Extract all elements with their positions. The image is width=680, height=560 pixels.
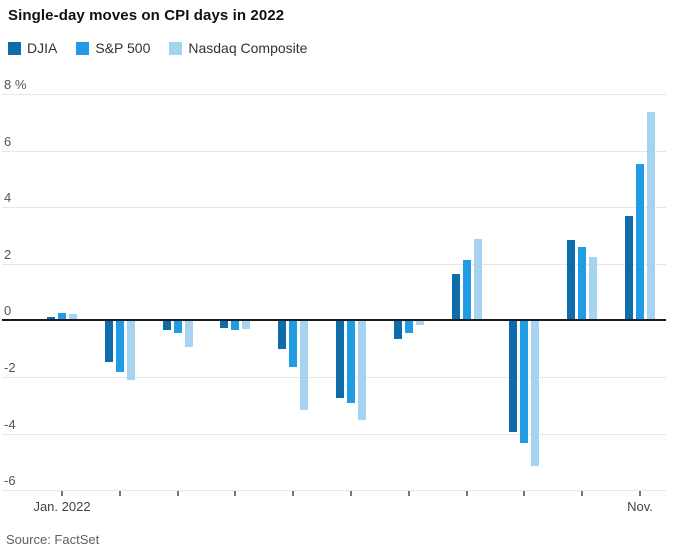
- x-tick-2: [176, 491, 179, 497]
- legend-swatch-icon: [76, 41, 90, 55]
- bar-nasdaqcomposite-0: [69, 313, 77, 321]
- bar-djia-10: [625, 215, 633, 321]
- bar-sp500-4: [289, 320, 298, 368]
- zero-axis-line: [2, 319, 666, 322]
- y-tick-label: -2: [4, 360, 16, 375]
- bar-nasdaqcomposite-3: [242, 320, 251, 329]
- bar-sp500-8: [520, 320, 529, 443]
- x-tick-7: [465, 491, 468, 497]
- legend-item-2: Nasdaq Composite: [169, 40, 307, 56]
- bar-nasdaqcomposite-10: [647, 112, 655, 321]
- bar-djia-6: [393, 320, 402, 340]
- gridline--6: [2, 490, 666, 492]
- bar-djia-0: [47, 317, 55, 321]
- bar-sp500-1: [115, 320, 124, 372]
- bar-nasdaqcomposite-7: [473, 238, 482, 321]
- x-tick-9: [581, 491, 584, 497]
- bar-djia-7: [451, 274, 460, 321]
- x-tick-8: [523, 491, 526, 497]
- gridline-8: [2, 94, 666, 95]
- bar-nasdaqcomposite-9: [589, 257, 598, 321]
- bar-sp500-0: [58, 312, 66, 321]
- bar-djia-9: [567, 240, 576, 321]
- x-tick-5: [350, 491, 352, 497]
- y-tick-label: 6: [4, 133, 12, 149]
- legend-label: DJIA: [27, 40, 58, 56]
- bar-djia-3: [220, 320, 229, 328]
- bar-djia-8: [509, 320, 518, 432]
- gridline--2: [2, 377, 666, 378]
- y-tick-label: 8 %: [4, 77, 27, 92]
- x-tick-10: [639, 491, 641, 497]
- bar-djia-1: [104, 320, 113, 362]
- x-tick-3: [234, 491, 237, 497]
- gridline--4: [2, 433, 666, 435]
- x-tick-0: [61, 491, 63, 497]
- legend-swatch-icon: [169, 41, 183, 55]
- legend-label: Nasdaq Composite: [188, 40, 308, 56]
- x-tick-4: [292, 491, 295, 497]
- bar-sp500-7: [462, 260, 471, 321]
- x-axis-label: Nov.: [627, 499, 653, 515]
- y-tick-label: -4: [4, 416, 16, 432]
- legend-item-0: DJIA: [8, 40, 57, 56]
- gridline-6: [2, 150, 666, 152]
- y-tick-label: 4: [4, 190, 12, 206]
- source-note: Source: FactSet: [6, 532, 100, 547]
- legend-item-1: S&P 500: [76, 40, 150, 56]
- x-axis-label: Jan. 2022: [33, 499, 91, 515]
- bar-nasdaqcomposite-8: [531, 320, 540, 467]
- chart-title: Single-day moves on CPI days in 2022: [8, 7, 285, 24]
- bar-nasdaqcomposite-1: [126, 320, 135, 380]
- legend: DJIA S&P 500 Nasdaq Composite: [8, 40, 307, 56]
- bar-nasdaqcomposite-2: [184, 320, 193, 348]
- legend-label: S&P 500: [95, 40, 151, 56]
- bar-nasdaqcomposite-4: [300, 320, 309, 411]
- bar-sp500-3: [231, 320, 240, 330]
- legend-swatch-icon: [8, 41, 21, 55]
- bar-djia-4: [278, 320, 287, 350]
- y-tick-label: -6: [4, 473, 16, 489]
- y-tick-label: 2: [4, 246, 12, 262]
- bar-sp500-5: [347, 320, 355, 403]
- bar-djia-2: [162, 320, 171, 330]
- y-tick-label: 0: [4, 303, 12, 319]
- x-tick-6: [407, 491, 410, 497]
- x-tick-1: [118, 491, 121, 497]
- bar-nasdaqcomposite-5: [358, 320, 366, 420]
- bar-sp500-2: [173, 320, 182, 333]
- gridline-2: [2, 263, 666, 265]
- bar-nasdaqcomposite-6: [415, 320, 424, 325]
- bar-sp500-6: [404, 320, 413, 334]
- bar-sp500-10: [636, 163, 644, 321]
- gridline-4: [2, 207, 666, 209]
- bar-djia-5: [336, 320, 344, 398]
- bar-sp500-9: [578, 246, 587, 321]
